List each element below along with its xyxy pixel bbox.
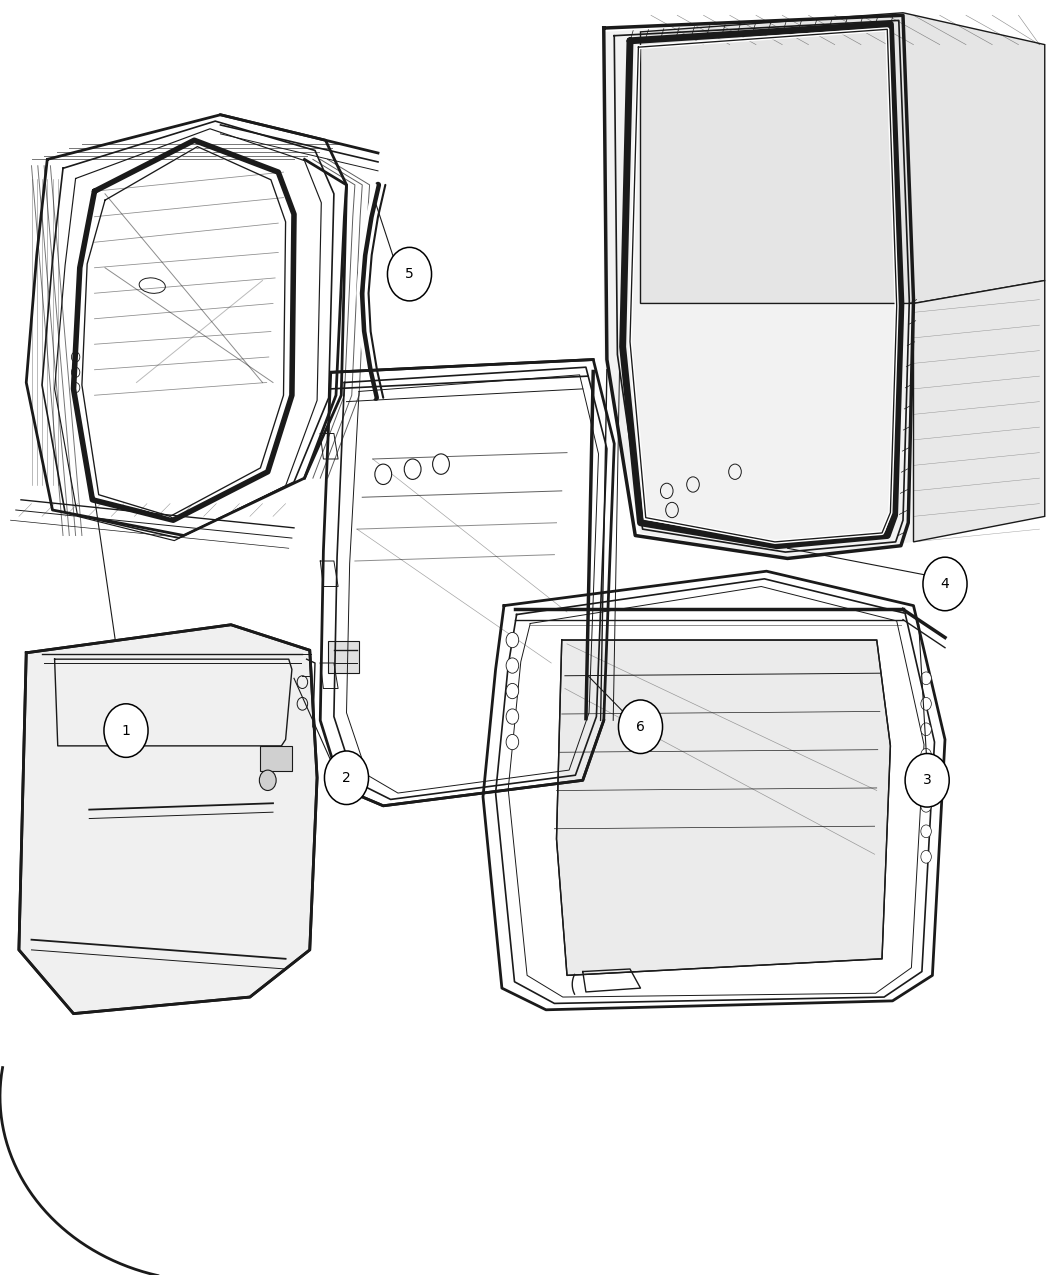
Circle shape [404,459,421,479]
Circle shape [921,774,931,787]
Bar [328,641,359,673]
Text: 6: 6 [636,720,645,733]
Polygon shape [914,280,1045,542]
Circle shape [921,672,931,685]
Text: 3: 3 [923,774,931,787]
Circle shape [506,683,519,699]
Circle shape [921,850,931,863]
Circle shape [506,734,519,750]
Circle shape [921,697,931,710]
Text: 4: 4 [941,578,949,590]
Bar [260,746,292,771]
Circle shape [387,247,432,301]
Polygon shape [604,13,1045,558]
Circle shape [506,632,519,648]
Circle shape [921,799,931,812]
Text: 5: 5 [405,268,414,280]
Circle shape [905,754,949,807]
Polygon shape [19,625,317,1014]
Circle shape [618,700,663,754]
Circle shape [921,748,931,761]
Text: 1: 1 [122,724,130,737]
Circle shape [375,464,392,484]
Circle shape [104,704,148,757]
Polygon shape [556,640,890,975]
Circle shape [259,770,276,790]
Circle shape [506,709,519,724]
Circle shape [433,454,449,474]
Circle shape [921,825,931,838]
Circle shape [324,751,369,805]
Circle shape [506,658,519,673]
Text: 2: 2 [342,771,351,784]
Circle shape [921,723,931,736]
Circle shape [923,557,967,611]
Polygon shape [640,13,1045,303]
